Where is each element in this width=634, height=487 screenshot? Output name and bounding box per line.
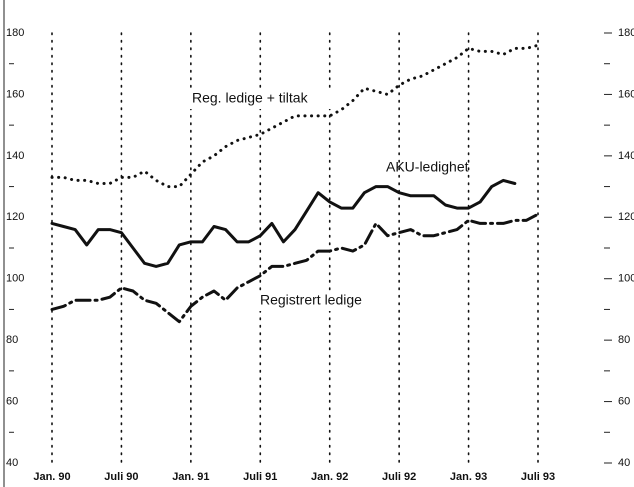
y2-tick-label: 180 (618, 27, 634, 39)
y2-tick-label: 140 (618, 150, 634, 162)
y2-tick-label: 120 (618, 211, 634, 223)
y2-tick-label: 100 (618, 273, 634, 285)
y-tick-label: 80 (6, 334, 18, 346)
series-line (50, 178, 517, 268)
x-tick-label: Juli 91 (243, 471, 277, 483)
legend-label: Registrert ledige (260, 292, 362, 308)
x-tick-label: Jan. 92 (311, 471, 348, 483)
legend-label: Reg. ledige + tiltak (192, 90, 309, 106)
y2-tick-label: 160 (618, 88, 634, 100)
y-tick-label: 140 (6, 150, 24, 162)
series-line (50, 212, 540, 324)
x-tick-label: Juli 93 (521, 471, 555, 483)
y-tick-label: 120 (6, 211, 24, 223)
y-tick-label: 180 (6, 27, 24, 39)
series-line (50, 43, 540, 189)
y2-tick-label: 60 (618, 395, 630, 407)
x-tick-label: Jan. 93 (450, 471, 487, 483)
x-tick-label: Jan. 91 (172, 471, 209, 483)
y-tick-label: 40 (6, 457, 18, 469)
y2-tick-label: 40 (618, 457, 630, 469)
y2-tick-label: 80 (618, 334, 630, 346)
label-bg (258, 291, 376, 311)
x-tick-label: Jan. 90 (33, 471, 70, 483)
label-bg (190, 89, 340, 109)
x-tick-label: Juli 90 (104, 471, 138, 483)
y-tick-label: 160 (6, 88, 24, 100)
y-tick-label: 100 (6, 273, 24, 285)
legend-label: AKU-ledighet (386, 159, 469, 175)
x-tick-label: Juli 92 (382, 471, 416, 483)
y-tick-label: 60 (6, 395, 18, 407)
